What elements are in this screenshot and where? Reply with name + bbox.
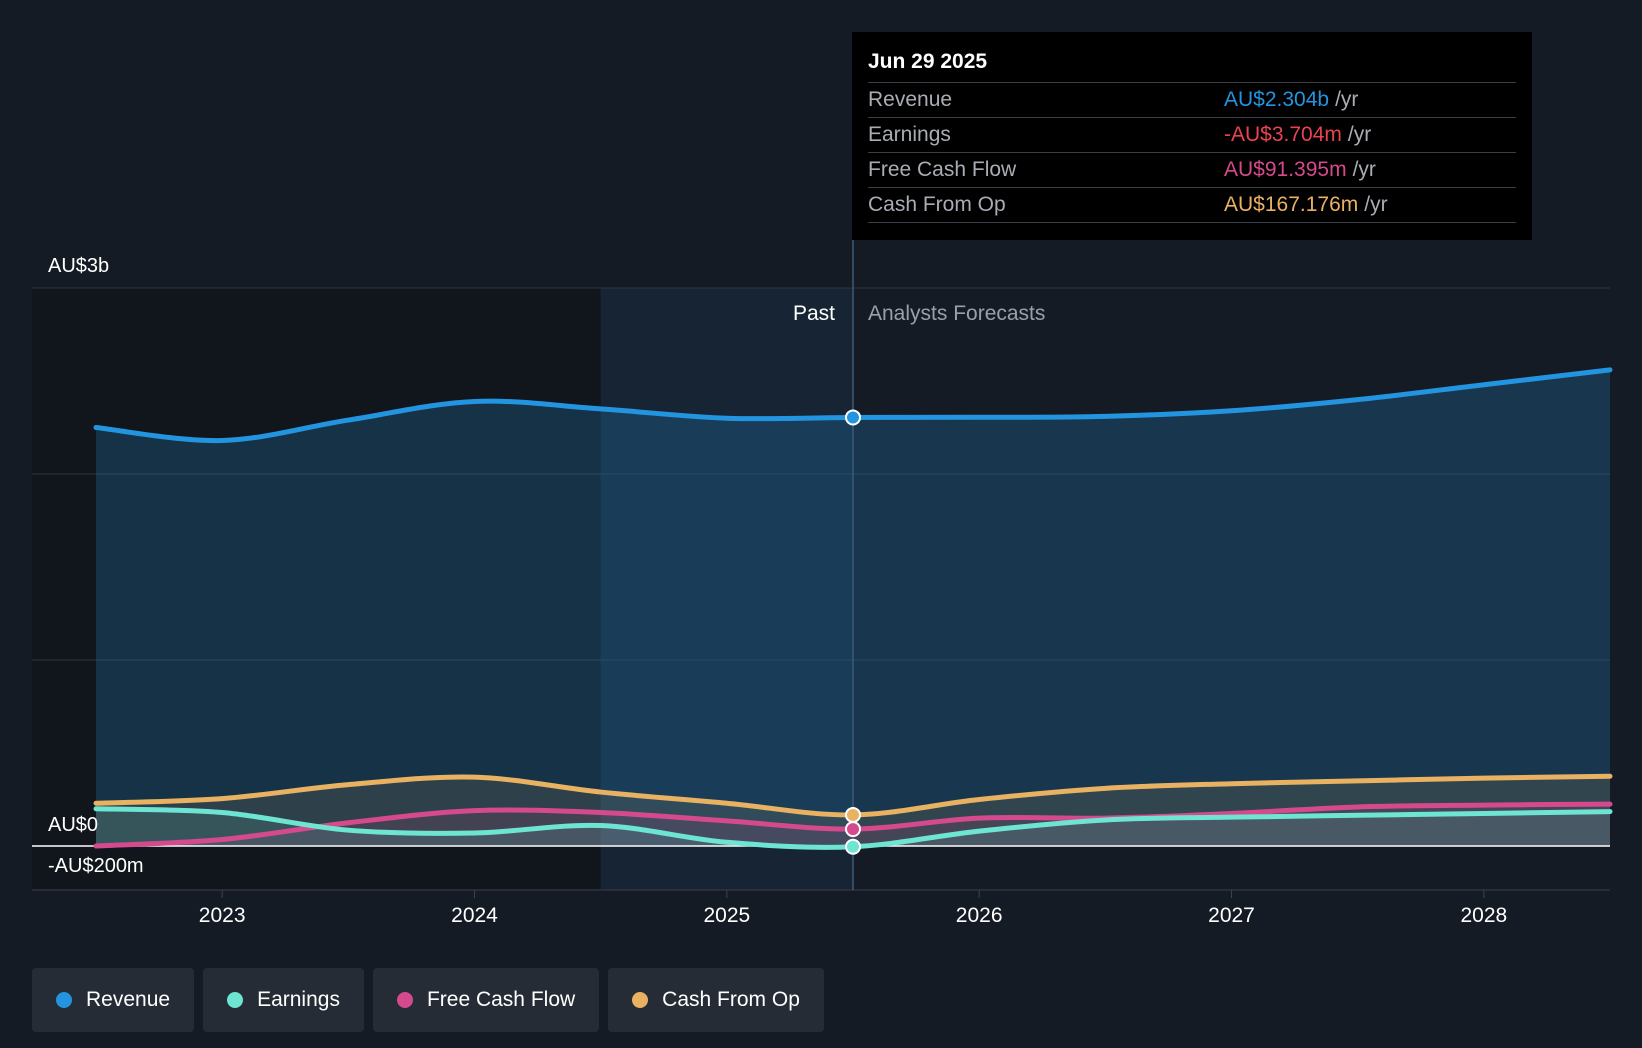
legend-dot-icon: [396, 992, 413, 1008]
legend-dot-icon: [227, 992, 244, 1008]
tooltip-label: Revenue: [868, 88, 953, 111]
tooltip-value: AU$167.176m: [1224, 193, 1359, 216]
data-point-earnings: [845, 838, 861, 855]
tooltip-unit: /yr: [1335, 88, 1359, 111]
tooltip-row-earnings: Earnings -AU$3.704m /yr: [868, 117, 1516, 152]
data-point-cash-from-op: [845, 806, 861, 823]
y-tick-label: AU$0: [48, 814, 98, 836]
legend-item-revenue[interactable]: Revenue: [32, 968, 195, 1032]
legend-label: Cash From Op: [662, 988, 800, 1011]
data-point-revenue: [845, 409, 861, 426]
x-tick-label: 2027: [1208, 904, 1255, 927]
legend-label: Earnings: [257, 988, 340, 1011]
tooltip-date: Jun 29 2025: [868, 50, 988, 73]
tooltip-label: Earnings: [868, 123, 951, 146]
tooltip-unit: /yr: [1347, 123, 1372, 146]
x-tick-label: 2023: [199, 904, 246, 927]
y-tick-label: -AU$200m: [48, 855, 144, 877]
tooltip-value: AU$91.395m: [1224, 158, 1347, 181]
tooltip: Jun 29 2025 Revenue AU$2.304b /yr Earnin…: [852, 32, 1532, 240]
series-area-cash-from-op: [96, 776, 1610, 846]
data-point-free-cash-flow: [845, 821, 861, 838]
x-tick-label: 2026: [956, 904, 1003, 927]
legend-label: Free Cash Flow: [426, 988, 576, 1011]
past-label: Past: [793, 302, 835, 325]
x-tick-label: 2028: [1460, 904, 1507, 927]
tooltip-value: AU$2.304b: [1224, 88, 1330, 111]
tooltip-unit: /yr: [1364, 193, 1388, 216]
legend-label: Revenue: [86, 988, 171, 1011]
tooltip-row-free-cash-flow: Free Cash Flow AU$91.395m /yr: [868, 152, 1516, 187]
tooltip-label: Free Cash Flow: [868, 158, 1017, 181]
legend-dot-icon: [56, 992, 72, 1008]
forecast-label: Analysts Forecasts: [868, 302, 1045, 325]
legend-item-earnings[interactable]: Earnings: [203, 968, 364, 1032]
x-tick-label: 2025: [703, 904, 750, 927]
legend-item-free-cash-flow[interactable]: Free Cash Flow: [372, 968, 600, 1032]
y-tick-label: AU$3b: [48, 255, 109, 277]
tooltip-row-cash-from-op: Cash From Op AU$167.176m /yr: [868, 187, 1516, 223]
legend: Revenue Earnings Free Cash Flow Cash Fro…: [32, 968, 824, 1032]
legend-dot-icon: [632, 992, 649, 1008]
x-tick-label: 2024: [451, 904, 498, 927]
tooltip-value: -AU$3.704m: [1224, 123, 1342, 146]
tooltip-label: Cash From Op: [868, 193, 1006, 216]
tooltip-unit: /yr: [1352, 158, 1376, 181]
highlight-region: [600, 288, 853, 890]
tooltip-row-revenue: Revenue AU$2.304b /yr: [868, 82, 1516, 117]
legend-item-cash-from-op[interactable]: Cash From Op: [608, 968, 824, 1032]
chart: AU$3b AU$0 -AU$200m 2023 2024 2025 2026 2027 202…: [32, 240, 1613, 927]
